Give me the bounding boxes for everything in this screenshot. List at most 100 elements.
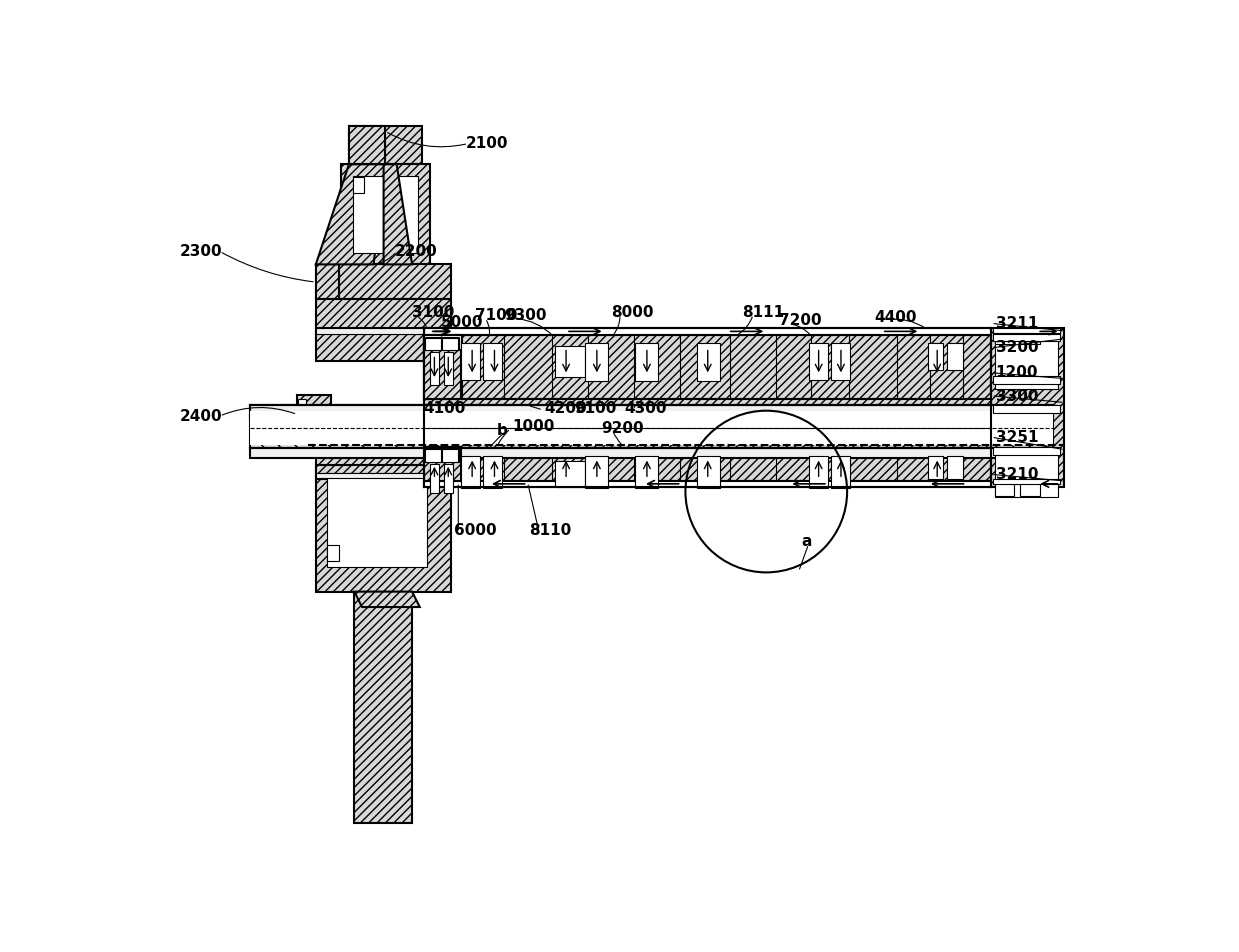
Text: 2300: 2300 — [180, 244, 222, 259]
Bar — [483, 343, 502, 380]
Bar — [299, 409, 306, 415]
Polygon shape — [512, 399, 559, 446]
Text: 9300: 9300 — [504, 308, 546, 324]
Bar — [585, 456, 608, 488]
Bar — [928, 343, 943, 370]
Bar — [442, 449, 457, 462]
Polygon shape — [590, 399, 636, 446]
Bar — [1021, 329, 1040, 344]
Bar — [316, 446, 424, 479]
Text: 3251: 3251 — [996, 430, 1038, 446]
Text: 3211: 3211 — [996, 316, 1038, 331]
Bar — [316, 328, 424, 334]
Bar — [316, 299, 451, 338]
Bar — [424, 481, 991, 486]
Bar — [444, 352, 453, 385]
Bar — [698, 456, 720, 488]
Bar — [250, 406, 515, 418]
Polygon shape — [354, 591, 420, 607]
Bar — [316, 265, 339, 299]
Bar — [995, 483, 1015, 496]
Bar — [353, 176, 419, 253]
Bar — [636, 343, 658, 382]
Bar — [992, 334, 1059, 342]
Bar — [809, 343, 828, 380]
Bar — [353, 177, 364, 192]
Bar — [316, 465, 451, 591]
Bar — [424, 335, 461, 399]
Bar — [316, 473, 424, 479]
Bar — [424, 399, 991, 446]
Polygon shape — [384, 165, 413, 265]
Bar — [349, 126, 422, 165]
Bar — [316, 328, 424, 334]
Bar — [250, 411, 1053, 446]
Bar — [250, 417, 1053, 447]
Bar — [948, 456, 963, 479]
Text: 3200: 3200 — [996, 340, 1038, 355]
Bar — [424, 442, 991, 446]
Bar — [430, 464, 439, 493]
Bar — [831, 456, 850, 488]
Bar — [425, 338, 458, 350]
Bar — [424, 446, 461, 481]
Bar — [424, 446, 991, 481]
Text: 9200: 9200 — [601, 421, 644, 436]
Bar — [299, 416, 306, 426]
Bar — [992, 446, 1059, 455]
Text: 2100: 2100 — [466, 136, 508, 151]
Text: 1000: 1000 — [512, 419, 555, 433]
Bar — [995, 339, 1058, 389]
Bar — [354, 591, 413, 823]
Bar — [928, 456, 943, 479]
Bar — [461, 343, 479, 380]
Bar — [698, 343, 720, 382]
Bar — [461, 456, 479, 488]
Bar — [992, 479, 1059, 484]
Text: a: a — [802, 534, 812, 549]
Bar — [992, 406, 1059, 413]
Bar — [483, 456, 502, 488]
Bar — [444, 464, 453, 493]
Text: 8111: 8111 — [742, 305, 784, 320]
Bar — [327, 545, 339, 561]
Text: 4200: 4200 — [544, 401, 587, 416]
Bar — [425, 337, 458, 347]
Text: 4100: 4100 — [422, 401, 465, 416]
Text: 5000: 5000 — [441, 315, 483, 329]
Bar — [424, 335, 461, 399]
Bar — [316, 265, 451, 299]
Text: 3100: 3100 — [413, 305, 455, 320]
Bar — [327, 475, 427, 567]
Bar — [1021, 483, 1040, 496]
Bar — [555, 461, 585, 486]
Bar — [425, 338, 441, 350]
Bar — [585, 343, 608, 382]
Bar — [250, 417, 296, 427]
Polygon shape — [681, 399, 727, 446]
Bar — [250, 406, 1053, 416]
Bar — [250, 447, 1053, 459]
Bar — [809, 456, 828, 488]
Bar — [424, 399, 991, 406]
Text: 7100: 7100 — [476, 308, 518, 324]
Bar — [991, 328, 1064, 486]
Bar — [995, 450, 1058, 497]
Polygon shape — [349, 126, 385, 165]
Text: 3300: 3300 — [996, 388, 1038, 404]
Text: 2200: 2200 — [394, 244, 437, 259]
Bar — [948, 343, 963, 370]
Bar — [424, 335, 991, 399]
Bar — [992, 328, 1059, 333]
Bar — [316, 473, 424, 479]
Text: 4300: 4300 — [623, 401, 667, 416]
Bar — [442, 338, 457, 350]
Bar — [425, 449, 441, 462]
Text: 4400: 4400 — [873, 310, 917, 325]
Bar — [299, 399, 306, 408]
Bar — [341, 165, 430, 295]
Bar — [296, 395, 331, 430]
Bar — [992, 376, 1059, 384]
Text: 6000: 6000 — [455, 523, 497, 538]
Text: b: b — [497, 424, 508, 438]
